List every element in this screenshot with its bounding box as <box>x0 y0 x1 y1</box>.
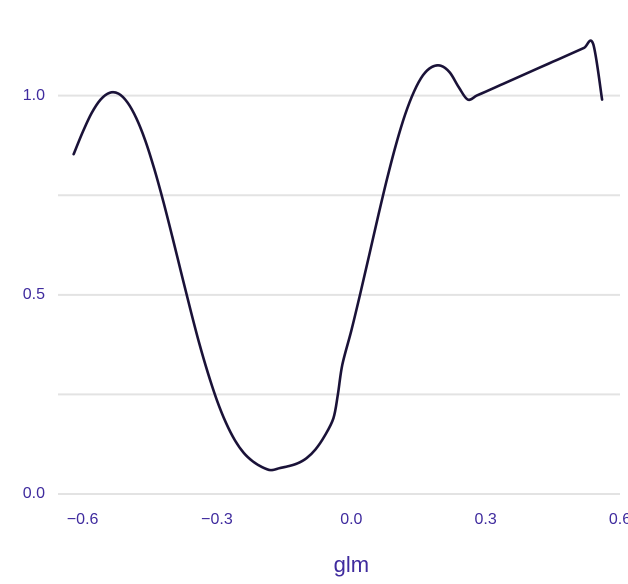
y-tick-label: 1.0 <box>23 87 45 104</box>
series-layer <box>72 39 604 472</box>
x-tick-label: 0.3 <box>475 511 497 528</box>
y-tick-labels: 0.0 0.5 1.0 <box>23 87 45 502</box>
y-tick-label: 0.5 <box>23 286 45 303</box>
x-tick-label: −0.6 <box>67 511 99 528</box>
x-axis-title: glm <box>334 552 369 577</box>
x-tick-labels: −0.6 −0.3 0.0 0.3 0.6 <box>67 511 628 528</box>
series-line <box>72 39 604 472</box>
y-tick-label: 0.0 <box>23 485 45 502</box>
x-tick-label: −0.3 <box>201 511 233 528</box>
x-tick-label: 0.0 <box>340 511 362 528</box>
x-tick-label: 0.6 <box>609 511 628 528</box>
grid-lines <box>58 94 620 496</box>
